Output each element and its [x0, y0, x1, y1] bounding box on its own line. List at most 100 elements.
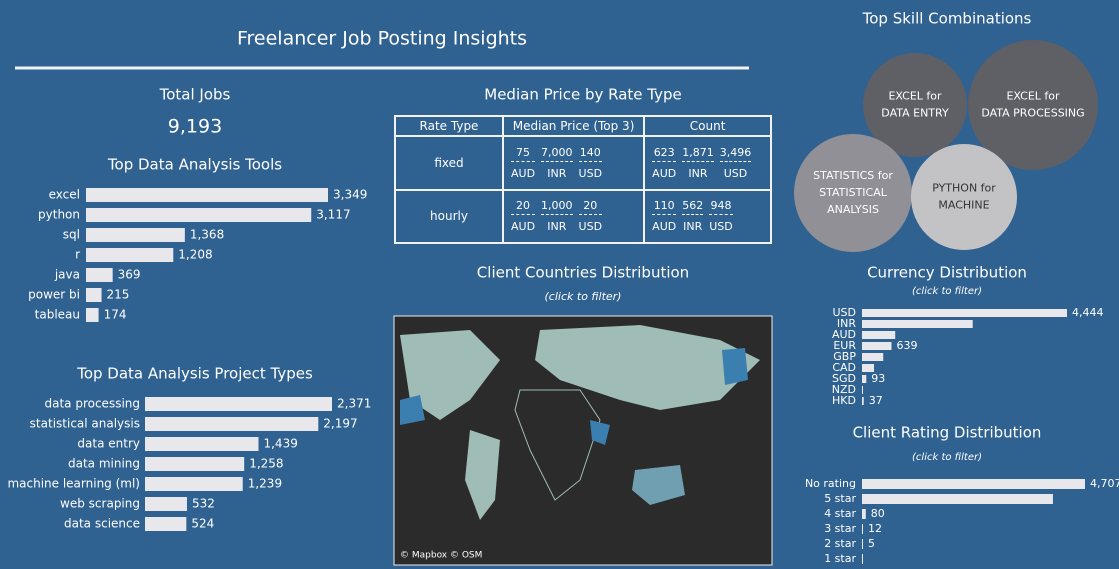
bar[interactable] — [862, 331, 896, 339]
currency: INR — [547, 220, 567, 234]
bar[interactable] — [862, 386, 863, 394]
category-label: web scraping — [60, 497, 140, 511]
value-label: 37 — [869, 394, 883, 407]
page-title: Freelancer Job Posting Insights — [237, 28, 527, 50]
skill-label: PYTHON for — [932, 182, 996, 195]
currency: INR — [688, 166, 708, 180]
table-header-cell: Rate Type — [394, 115, 504, 137]
cell-item: 562 INR — [682, 199, 704, 233]
category-label: r — [75, 248, 80, 262]
value-label: 4,444 — [1072, 306, 1104, 319]
map-title: Client Countries Distribution — [477, 264, 689, 282]
cell-item: 110 AUD — [652, 199, 677, 234]
bar[interactable] — [862, 320, 973, 328]
bar[interactable] — [862, 509, 866, 519]
bar[interactable] — [862, 375, 867, 383]
currency: AUD — [652, 220, 677, 234]
amount: 1,000 — [541, 199, 573, 216]
bar[interactable] — [862, 364, 874, 372]
bar — [145, 517, 187, 531]
value-label: 2,197 — [323, 417, 357, 431]
currency: USD — [578, 166, 603, 180]
value-label: 80 — [871, 507, 885, 520]
value-label: 3,349 — [333, 188, 367, 202]
value-label: 4,707 — [1090, 477, 1119, 490]
category-label: data entry — [77, 437, 140, 451]
value-label: 3,117 — [316, 208, 350, 222]
category-label: power bi — [28, 288, 80, 302]
value-label: 1,239 — [248, 477, 282, 491]
value-label: 2,371 — [337, 397, 371, 411]
category-label[interactable]: SGD — [832, 372, 856, 385]
category-label[interactable]: USD — [832, 306, 856, 319]
value-label: 215 — [107, 288, 130, 302]
bar — [86, 248, 174, 262]
bar[interactable] — [862, 524, 863, 534]
amount: 75 — [511, 146, 536, 162]
bar[interactable] — [862, 494, 1053, 504]
amount: 3,496 — [719, 146, 752, 162]
bar — [145, 397, 332, 411]
amount: 20 — [578, 199, 603, 216]
land — [400, 330, 500, 420]
bar[interactable] — [862, 342, 892, 350]
category-label[interactable]: No rating — [805, 477, 856, 490]
cell-item: 20 AUD — [511, 199, 536, 233]
bar[interactable] — [862, 353, 884, 361]
category-label[interactable]: NZD — [832, 383, 856, 396]
skill-label: EXCEL for — [1006, 90, 1060, 103]
amount: 1,871 — [682, 146, 714, 162]
category-label[interactable]: HKD — [832, 394, 856, 407]
map[interactable]: © Mapbox © OSM — [393, 315, 773, 566]
chart-title: Top Data Analysis Project Types — [76, 365, 313, 383]
category-label[interactable]: 3 star — [824, 522, 856, 535]
category-label[interactable]: 5 star — [824, 492, 856, 505]
kpi-title: Total Jobs — [159, 86, 231, 104]
category-label[interactable]: 4 star — [824, 507, 856, 520]
rate-type: hourly — [394, 188, 504, 244]
category-label[interactable]: INR — [837, 317, 856, 330]
category-label[interactable]: AUD — [832, 328, 856, 341]
currency: USD — [709, 220, 733, 234]
category-label: data mining — [68, 457, 140, 471]
category-label[interactable]: CAD — [832, 361, 856, 374]
cell-item: 3,496 USD — [719, 146, 752, 180]
bar[interactable] — [862, 539, 863, 549]
rate-type: fixed — [394, 135, 504, 191]
value-label: 1,368 — [190, 228, 224, 242]
cell-item: 623 AUD — [652, 146, 677, 180]
currency: USD — [578, 220, 603, 234]
table-row: fixed 75 AUD 7,000 INR 140 USD 623 AUD 1,871 INR 3,… — [394, 135, 772, 191]
category-label[interactable]: GBP — [833, 350, 856, 363]
skill-label: DATA ENTRY — [881, 107, 949, 120]
table-cell: 20 AUD 1,000 INR 20 USD — [501, 188, 646, 244]
amount: 20 — [511, 199, 536, 216]
bar[interactable] — [862, 479, 1085, 489]
bar[interactable] — [862, 309, 1067, 317]
value-label: 1,439 — [263, 437, 297, 451]
category-label: tableau — [35, 308, 80, 322]
bar[interactable] — [862, 554, 863, 564]
value-label: 524 — [191, 517, 214, 531]
skill-label: ANALYSIS — [827, 203, 879, 216]
category-label[interactable]: 1 star — [824, 552, 856, 565]
land — [722, 348, 748, 385]
amount: 110 — [652, 199, 677, 216]
category-label[interactable]: EUR — [833, 339, 856, 352]
value-label: 93 — [871, 372, 885, 385]
cell-item: 1,000 INR — [541, 199, 573, 233]
amount: 948 — [709, 199, 733, 216]
skill-bubble — [863, 53, 967, 157]
category-label[interactable]: 2 star — [824, 537, 856, 550]
category-label: data processing — [44, 397, 140, 411]
currency: INR — [547, 166, 567, 180]
skill-bubble — [968, 40, 1098, 170]
land — [632, 465, 685, 505]
bar[interactable] — [862, 397, 864, 405]
amount: 7,000 — [541, 146, 573, 162]
amount: 140 — [578, 146, 603, 162]
table-cell: 75 AUD 7,000 INR 140 USD — [501, 135, 646, 191]
chart-title: Currency Distribution — [867, 264, 1027, 282]
